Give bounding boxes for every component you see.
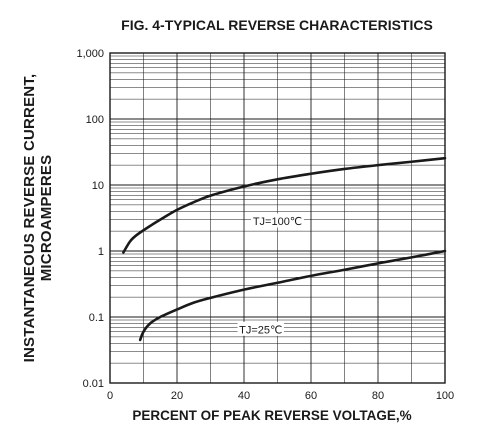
x-axis-label: PERCENT OF PEAK REVERSE VOLTAGE,% [132,408,411,423]
y-tick-label: 1 [98,246,104,258]
label-tj-25c: TJ=25℃ [239,324,282,336]
chart-title: FIG. 4-TYPICAL REVERSE CHARACTERISTICS [121,17,433,33]
x-tick-label: 60 [305,390,317,402]
x-tick-label: 20 [171,390,183,402]
x-tick-label: 0 [107,390,113,402]
plot-grid [110,53,445,383]
plot-frame [109,52,446,384]
series-label-background [237,321,284,336]
axis-ticks: 0 20 40 60 80 100 0.01 0.1 1 10 100 1,000 [76,48,454,402]
y-tick-label: 0.1 [89,312,104,324]
y-tick-label: 1,000 [76,48,104,60]
y-axis-label-line-1: INSTANTANEOUS REVERSE CURRENT, [21,74,38,363]
x-tick-label: 100 [436,390,454,402]
curve-tj-100c [122,156,447,254]
y-axis-label-line-2: MICROAMPERES [38,155,55,282]
x-tick-label: 40 [238,390,250,402]
series-layer [122,156,447,342]
label-tj-100c: TJ=100℃ [253,216,302,228]
curve-tj-25c [138,249,447,342]
y-axis-label: INSTANTANEOUS REVERSE CURRENT, MICROAMPE… [21,74,55,363]
y-tick-label: 100 [86,114,104,126]
y-tick-label: 0.01 [83,378,104,390]
series-label-background [251,213,304,228]
series-annotations: TJ=100℃ TJ=25℃ [237,213,304,336]
x-tick-label: 80 [372,390,384,402]
y-tick-label: 10 [92,180,104,192]
